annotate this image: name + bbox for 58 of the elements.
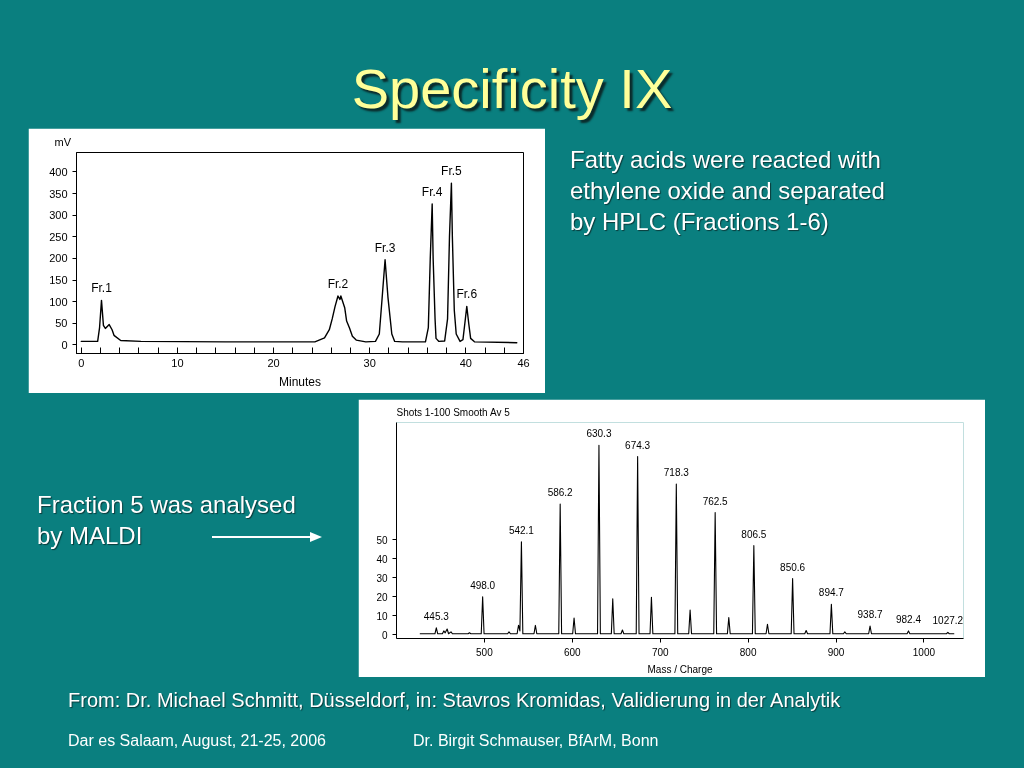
y-tick-label: 10 [376, 610, 388, 622]
annotation: 1027.2 [932, 615, 964, 627]
annotation: 894.7 [818, 587, 845, 599]
chart-title: Specificity IX [350, 56, 674, 120]
annotation: Fr.1 [91, 281, 113, 296]
y-tick-label: 250 [49, 230, 68, 243]
x-tick-label: 46 [517, 356, 530, 369]
y-tick-label: 400 [49, 165, 68, 178]
annotation: 542.1 [508, 524, 535, 536]
chart-title: Shots 1-100 Smooth Av 5 [396, 406, 511, 418]
annotation: 982.4 [895, 613, 922, 625]
annotation: 718.3 [663, 467, 690, 479]
annotation: Fr.4 [421, 184, 443, 199]
x-tick-label: 500 [476, 646, 494, 658]
x-tick-label: 800 [739, 646, 757, 658]
annotation: 498.0 [470, 579, 496, 591]
annotation: 762.5 [702, 495, 729, 507]
annotation: 806.5 [741, 528, 767, 540]
y-tick-label: 100 [49, 295, 68, 308]
annotation: Fr.6 [456, 287, 478, 302]
text: Dr. Birgit Schmauser, BfArM, Bonn [413, 731, 659, 751]
y-tick-label: 200 [49, 252, 68, 265]
y-tick-label: 20 [376, 591, 388, 603]
x-tick-label: 1000 [912, 646, 936, 658]
text: Fraction 5 was analysed by MALDI [37, 490, 297, 551]
annotation: Fr.5 [441, 164, 463, 179]
x-tick-label: 900 [827, 646, 845, 658]
y-axis-title: mV [54, 135, 72, 148]
x-tick-label: 40 [459, 356, 472, 369]
x-tick-label: 10 [171, 356, 184, 369]
x-tick-label: 0 [78, 356, 85, 369]
y-tick-label: 150 [49, 274, 68, 287]
annotation: 445.3 [423, 610, 450, 622]
x-axis-title: Mass / Charge [647, 663, 713, 675]
y-tick-label: 40 [376, 553, 388, 565]
annotation: Fr.3 [374, 240, 396, 255]
text: Dar es Salaam, August, 21-25, 2006 [68, 731, 326, 751]
annotation: 850.6 [780, 561, 806, 573]
y-tick-label: 30 [376, 572, 388, 584]
line-series [80, 182, 518, 344]
text: From: Dr. Michael Schmitt, Düsseldorf, in: Stavros Kromidas, Validierung in der Analytik [67, 688, 842, 713]
y-tick-label: 0 [381, 629, 388, 641]
y-tick-label: 0 [61, 338, 68, 351]
annotation: Fr.2 [327, 277, 349, 292]
x-axis-title: Minutes [278, 374, 322, 389]
y-tick-label: 50 [376, 534, 388, 546]
x-tick-label: 700 [651, 646, 669, 658]
y-tick-label: 350 [49, 187, 68, 200]
y-tick-label: 300 [49, 209, 68, 222]
annotation: 938.7 [857, 608, 884, 620]
x-tick-label: 20 [267, 356, 280, 369]
x-tick-label: 600 [563, 646, 582, 658]
annotation: 630.3 [586, 428, 612, 440]
text: Fatty acids were reacted with ethylene oxide and separated by HPLC (Fractions 1-6) [570, 145, 886, 237]
x-tick-label: 30 [363, 356, 376, 369]
y-tick-label: 50 [55, 317, 68, 330]
annotation: 674.3 [625, 439, 651, 451]
annotation: 586.2 [547, 486, 574, 498]
